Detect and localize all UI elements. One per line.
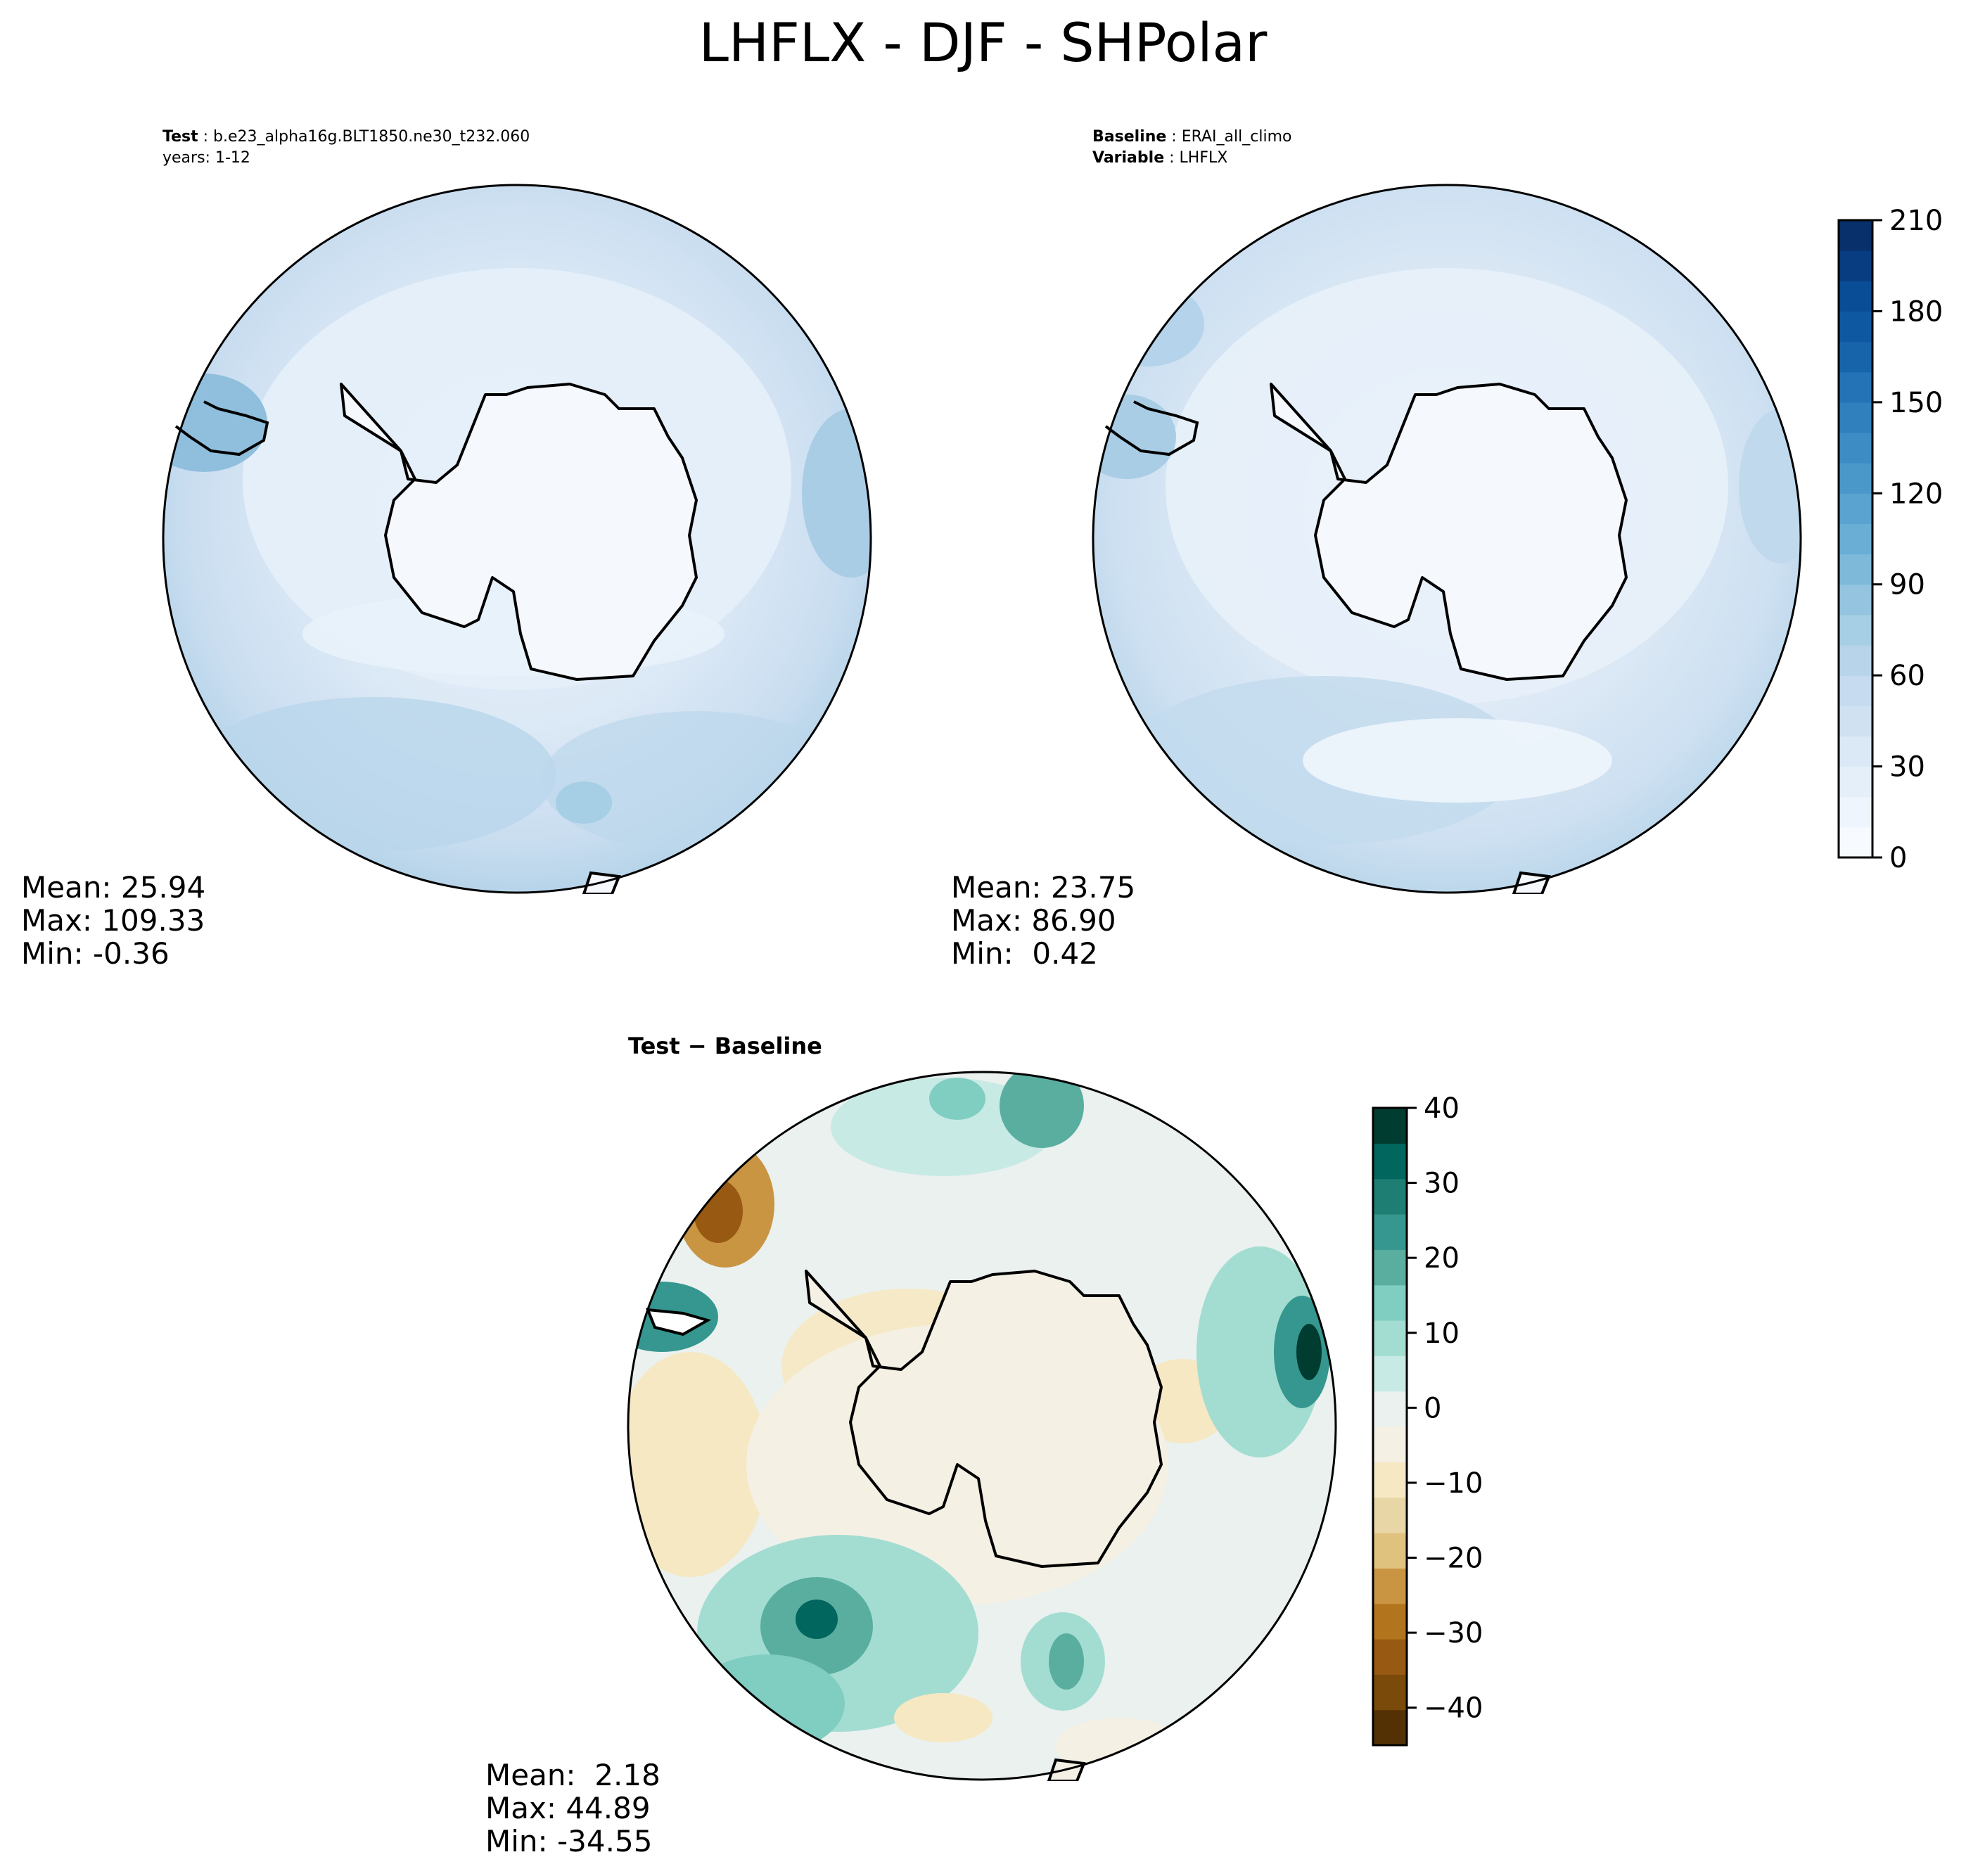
field-colorbar-swatch	[1839, 523, 1872, 555]
difference-stats: Mean: 2.18 Max: 44.89 Min: -34.55	[485, 1759, 660, 1858]
difference-max: Max: 44.89	[485, 1791, 651, 1825]
difference-colorbar-swatch	[1373, 1143, 1407, 1180]
field-colorbar-tick-label: 120	[1889, 478, 1943, 510]
difference-colorbar-swatch	[1373, 1462, 1407, 1498]
field-colorbar-tick-label: 90	[1889, 569, 1925, 601]
test-case-name: b.e23_alpha16g.BLT1850.ne30_t232.060	[213, 128, 530, 146]
test-min: Min: -0.36	[21, 936, 170, 971]
field-colorbar-tick-label: 150	[1889, 387, 1943, 419]
field-colorbar-frame	[1837, 219, 1874, 859]
field-colorbar-tick-label: 30	[1889, 751, 1925, 784]
difference-colorbar-swatch	[1373, 1355, 1407, 1392]
difference-colorbar-swatch	[1373, 1391, 1407, 1427]
field-colorbar-swatch	[1839, 341, 1872, 373]
field-colorbar-swatch	[1839, 584, 1872, 615]
test-map	[162, 184, 872, 894]
field-colorbar-swatch	[1839, 645, 1872, 676]
field-colorbar-swatch	[1839, 675, 1872, 706]
difference-colorbar-swatch	[1373, 1603, 1407, 1640]
difference-colorbar-tick-label: −20	[1424, 1543, 1483, 1575]
test-years: years: 1-12	[162, 149, 250, 167]
difference-mean: Mean: 2.18	[485, 1758, 660, 1792]
difference-colorbar-tick-label: −10	[1424, 1467, 1483, 1500]
field-colorbar-swatch	[1839, 554, 1872, 585]
test-label: Test	[162, 128, 198, 146]
baseline-case-name: ERAI_all_climo	[1181, 128, 1292, 146]
difference-colorbar-tick-label: 30	[1424, 1168, 1460, 1200]
difference-colorbar-swatch	[1373, 1284, 1407, 1321]
baseline-separator: :	[1166, 128, 1182, 146]
difference-colorbar-tick-label: 0	[1424, 1392, 1441, 1424]
difference-colorbar-tick-label: −30	[1424, 1617, 1483, 1650]
baseline-max: Max: 86.90	[951, 903, 1116, 938]
variable-label: Variable	[1092, 149, 1165, 167]
field-colorbar-swatch	[1839, 402, 1872, 433]
baseline-map	[1092, 184, 1802, 894]
difference-colorbar-swatch	[1373, 1427, 1407, 1462]
field-colorbar-swatch	[1839, 311, 1872, 343]
field-colorbar-tick-label: 210	[1889, 205, 1943, 237]
difference-colorbar-swatch	[1373, 1709, 1407, 1746]
field-colorbar-swatch	[1839, 614, 1872, 646]
baseline-mean: Mean: 23.75	[951, 870, 1136, 905]
difference-colorbar-frame	[1372, 1106, 1408, 1747]
baseline-min: Min: 0.42	[951, 936, 1098, 971]
difference-colorbar-tick-label: 40	[1424, 1092, 1460, 1125]
field-colorbar-tick-label: 0	[1889, 842, 1907, 874]
difference-title: Test − Baseline	[628, 1033, 822, 1059]
test-stats: Mean: 25.94 Max: 109.33 Min: -0.36	[21, 871, 205, 970]
variable-separator: :	[1164, 149, 1180, 167]
field-colorbar-swatch	[1839, 433, 1872, 464]
baseline-stats: Mean: 23.75 Max: 86.90 Min: 0.42	[951, 871, 1135, 970]
variable-name: LHFLX	[1179, 149, 1228, 167]
field-colorbar-swatch	[1839, 250, 1872, 281]
difference-colorbar-swatch	[1373, 1497, 1407, 1533]
field-colorbar-swatch	[1839, 493, 1872, 525]
test-mean: Mean: 25.94	[21, 870, 206, 905]
field-colorbar: 0 30 60 90 120 150 180 210	[1837, 205, 1943, 874]
figure-title: LHFLX - DJF - SHPolar	[698, 11, 1268, 74]
baseline-antarctica	[1270, 383, 1628, 681]
difference-colorbar-swatch	[1373, 1178, 1407, 1215]
test-max: Max: 109.33	[21, 903, 205, 938]
difference-colorbar-swatch	[1373, 1533, 1407, 1569]
difference-colorbar-swatch	[1373, 1249, 1407, 1286]
field-colorbar-swatch	[1839, 281, 1872, 312]
field-colorbar-swatch	[1839, 766, 1872, 798]
difference-colorbar-tick-label: −40	[1424, 1692, 1483, 1725]
test-separator: :	[198, 128, 214, 146]
difference-colorbar: 40 30 20 10 0 −10 −20 −30 −40	[1372, 1092, 1483, 1747]
field-colorbar-swatch	[1839, 220, 1872, 251]
field-colorbar-swatch	[1839, 796, 1872, 828]
field-colorbar-swatch	[1839, 463, 1872, 494]
difference-colorbar-swatch	[1373, 1108, 1407, 1144]
field-colorbar-swatch	[1839, 827, 1872, 858]
difference-min: Min: -34.55	[485, 1824, 653, 1858]
difference-colorbar-swatch	[1373, 1639, 1407, 1675]
difference-colorbar-tick-label: 20	[1424, 1242, 1460, 1275]
field-colorbar-swatch	[1839, 736, 1872, 767]
baseline-header: Baseline : ERAI_all_climo Variable : LHF…	[1092, 127, 1291, 169]
difference-colorbar-swatch	[1373, 1320, 1407, 1356]
baseline-label: Baseline	[1092, 128, 1167, 146]
field-colorbar-swatch	[1839, 371, 1872, 403]
difference-antarctica	[805, 1270, 1163, 1568]
difference-colorbar-tick-label: 10	[1424, 1317, 1460, 1350]
difference-map	[627, 1071, 1337, 1781]
field-colorbar-tick-label: 60	[1889, 660, 1925, 692]
difference-colorbar-swatch	[1373, 1674, 1407, 1711]
difference-colorbar-swatch	[1373, 1214, 1407, 1250]
field-colorbar-tick-label: 180	[1889, 295, 1943, 328]
test-antarctica	[340, 383, 698, 681]
test-header: Test : b.e23_alpha16g.BLT1850.ne30_t232.…	[162, 127, 530, 169]
difference-colorbar-swatch	[1373, 1568, 1407, 1604]
field-colorbar-swatch	[1839, 706, 1872, 737]
